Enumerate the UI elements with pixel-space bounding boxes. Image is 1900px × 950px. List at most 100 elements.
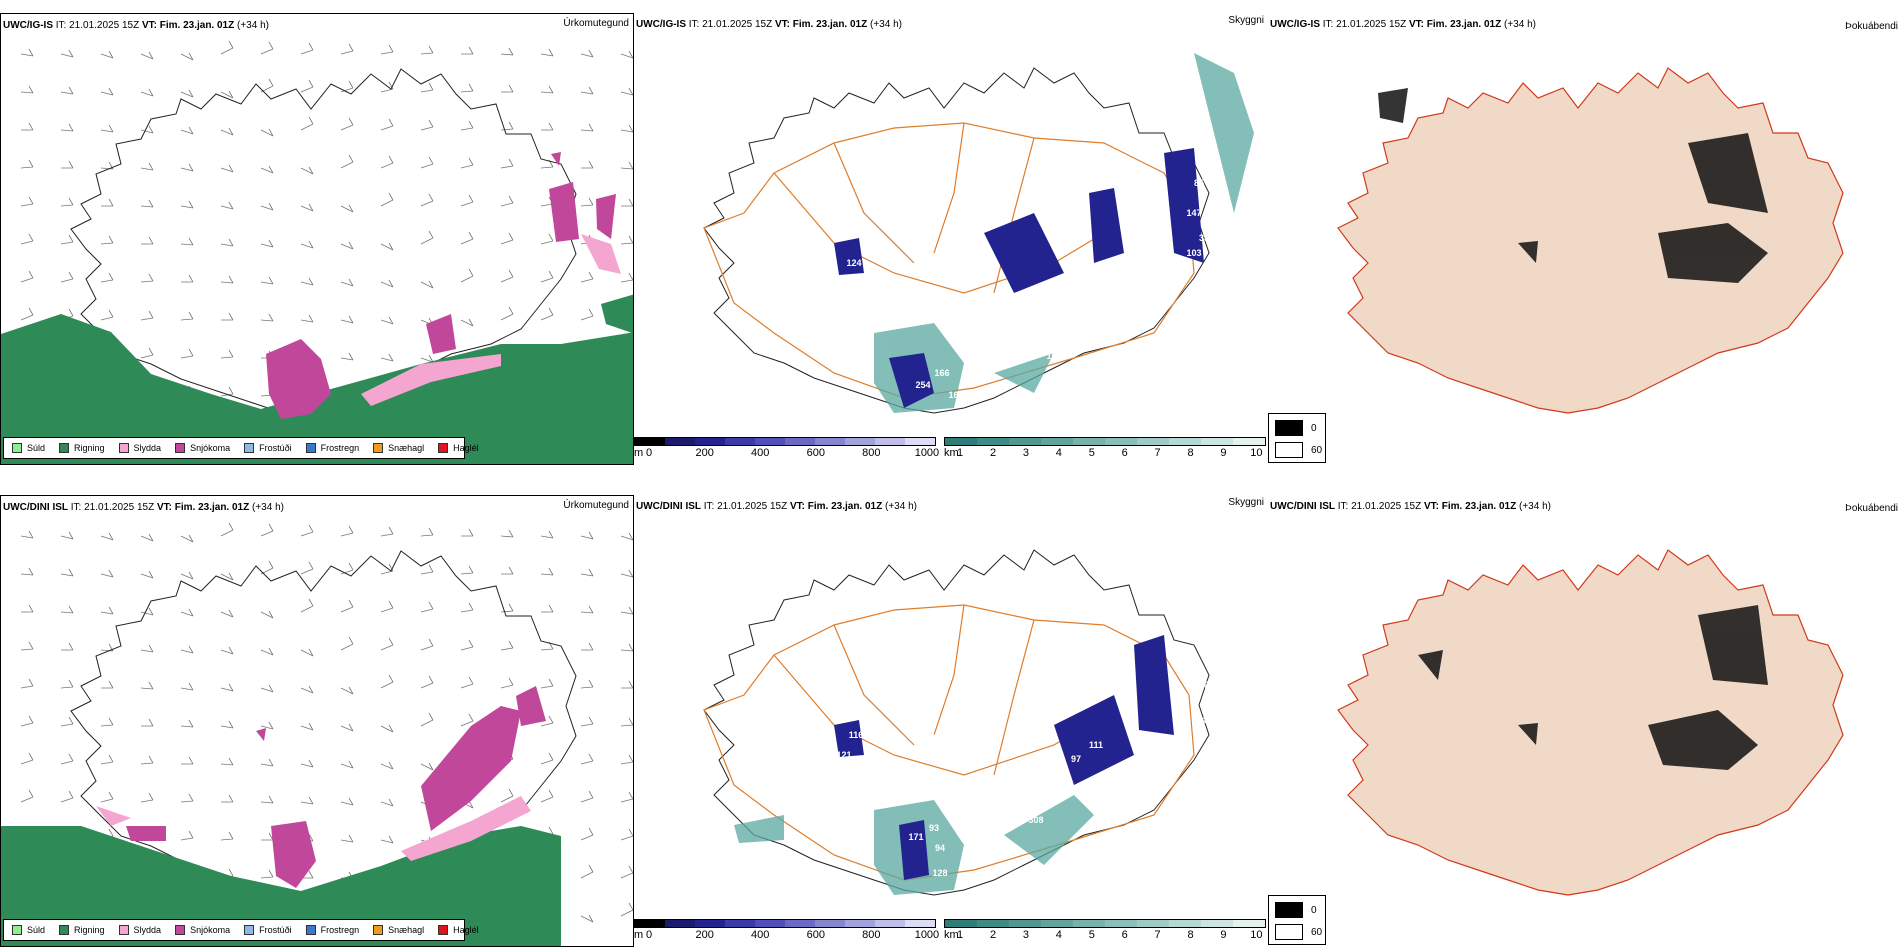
wind-barb [580, 123, 594, 132]
wind-barb [220, 831, 234, 841]
colorbar-unit: km [944, 929, 959, 941]
wind-barb [140, 199, 154, 208]
wind-barb [540, 789, 554, 803]
legend-item: Frostúði [244, 443, 292, 453]
wind-barb [620, 161, 633, 170]
fog-legend-row: 60 [1275, 442, 1322, 458]
wind-barb [541, 122, 554, 131]
wind-barb [220, 386, 234, 397]
wind-barb [220, 683, 234, 692]
iceland-land [1337, 67, 1844, 414]
snow-area [271, 821, 316, 888]
wind-barb [340, 599, 354, 613]
cloud-base-value: 92 [1056, 283, 1068, 293]
wind-barb [620, 754, 633, 765]
colorbar-segment [1169, 438, 1201, 445]
wind-barb [60, 753, 74, 765]
wind-barb [20, 752, 34, 765]
wind-barb [340, 278, 354, 287]
wind-barb [580, 49, 594, 58]
cloud-base-value: 201 [996, 782, 1012, 792]
wind-barb [60, 679, 74, 689]
panel-title: UWC/DINI ISL IT: 21.01.2025 15Z VT: Fim.… [636, 501, 917, 512]
precip-legend: Súld Rigning Slydda Snjókoma Frostúði Frostre… [3, 919, 479, 941]
wind-barb [461, 46, 474, 55]
cloud-base-value: 143 [1196, 715, 1212, 725]
wind-barb [500, 788, 514, 803]
colorbar-segment [695, 438, 725, 445]
colorbar-segment [1009, 920, 1041, 927]
wind-barb [580, 271, 594, 283]
wind-barb [100, 87, 114, 96]
snow-area [256, 728, 266, 741]
wind-barb [60, 123, 74, 132]
wind-barb [580, 197, 594, 207]
wind-barb [500, 529, 514, 538]
wind-barb [500, 640, 514, 651]
fog-legend-row: 0 [1275, 420, 1317, 436]
wind-barb [340, 723, 354, 732]
wind-barb [580, 568, 594, 577]
wind-barb [501, 84, 514, 93]
wind-barb [141, 718, 154, 727]
colorbar-tick: 6 [1121, 447, 1128, 459]
wind-barb [580, 864, 594, 879]
legend-label: Frostúði [259, 443, 292, 453]
legend-swatch [118, 925, 129, 935]
colorbar-segment [905, 438, 935, 445]
wind-barb [380, 563, 394, 575]
variable-label: Úrkomutegund [563, 500, 629, 511]
fog-legend: 0 60 [1268, 413, 1326, 463]
colorbar-km: km 1 2 3 4 5 6 7 8 9 10 [944, 919, 1266, 941]
colorbar-tick: 3 [1022, 447, 1029, 459]
wind-barb [140, 347, 154, 359]
legend-label: Snæhagl [388, 925, 425, 935]
snow-area [421, 706, 521, 831]
wind-barb [181, 756, 194, 765]
wind-barb [340, 562, 354, 575]
wind-barb [340, 834, 354, 843]
wind-barb [340, 43, 354, 55]
cloud-base-value: 103 [1186, 248, 1202, 258]
wind-barb [620, 235, 633, 245]
wind-barb [20, 789, 34, 803]
fog-dark-areas [1418, 605, 1768, 770]
cloud-base-value: 308 [1028, 815, 1044, 825]
precip-type-map [1, 40, 633, 464]
colorbar-segment [1073, 438, 1105, 445]
cloud-base-value: 167 [948, 390, 964, 400]
fog-legend-swatch [1275, 924, 1303, 940]
colorbar-segment [725, 920, 755, 927]
wind-barb [60, 716, 74, 727]
colorbar-segment [1137, 920, 1169, 927]
wind-barb [580, 531, 594, 540]
wind-barb [20, 567, 34, 576]
legend-swatch [59, 925, 70, 935]
wind-barb [180, 163, 194, 172]
precip-type-panel-1: UWC/IG-IS IT: 21.01.2025 15Z VT: Fim. 23… [0, 13, 634, 465]
cloud-base-value: 97 [1070, 754, 1082, 764]
wind-barb [60, 197, 74, 207]
wind-barb [380, 353, 394, 362]
wind-barb [220, 201, 234, 210]
wind-barb [620, 902, 633, 917]
wind-barb [101, 198, 114, 207]
colorbar-segment [1009, 438, 1041, 445]
wind-barb [580, 790, 594, 803]
wind-barb [340, 117, 354, 131]
legend-swatch [175, 443, 186, 453]
wind-barb [380, 192, 394, 207]
wind-barb [260, 560, 274, 575]
cloud-base-value: 121 [1001, 318, 1017, 328]
wind-barb [300, 648, 314, 657]
wind-barb [220, 40, 234, 55]
wind-barb [500, 269, 514, 283]
wind-barb [100, 50, 114, 59]
wind-barb [380, 798, 394, 807]
wind-barb [61, 642, 74, 651]
wind-barb [541, 604, 554, 613]
colorbar-tick: 2 [989, 447, 997, 459]
sleet-area [361, 354, 501, 406]
colorbar-tick: 200 [695, 447, 714, 459]
wind-barb [461, 528, 474, 537]
